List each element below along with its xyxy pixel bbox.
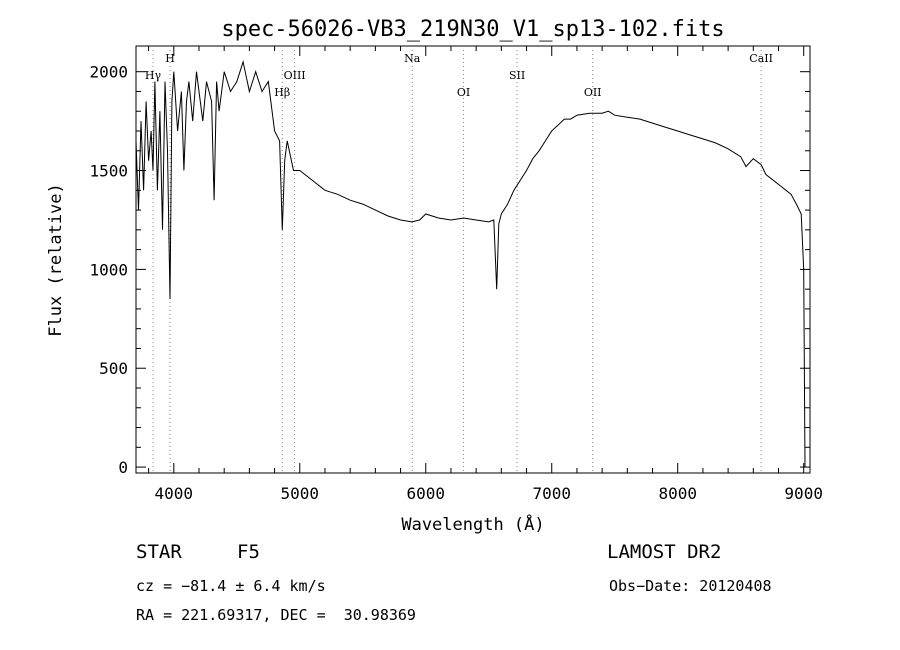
object-class: STAR bbox=[136, 541, 182, 563]
line-marker-label: SII bbox=[509, 69, 525, 82]
object-subclass: F5 bbox=[237, 541, 260, 563]
x-tick-label: 8000 bbox=[658, 484, 697, 503]
line-marker-label: OII bbox=[584, 86, 602, 99]
x-tick-label: 5000 bbox=[281, 484, 320, 503]
plot-frame bbox=[135, 45, 811, 474]
x-tick-label: 6000 bbox=[406, 484, 445, 503]
x-axis: 4000 5000 6000 7000 8000 9000 bbox=[148, 46, 823, 503]
redshift-cz: cz = −81.4 ± 6.4 km/s bbox=[136, 577, 326, 595]
line-marker-label: OI bbox=[457, 86, 470, 99]
spectrum-series-line bbox=[135, 59, 806, 468]
line-marker-label: CaII bbox=[749, 52, 773, 65]
line-marker-label: H bbox=[165, 52, 175, 65]
line-marker-label: Hγ bbox=[145, 69, 162, 82]
ra-dec-coords: RA = 221.69317, DEC = 30.98369 bbox=[136, 606, 416, 624]
y-tick-label: 1500 bbox=[89, 162, 128, 181]
x-tick-label: 9000 bbox=[784, 484, 823, 503]
y-axis: 0 500 1000 1500 2000 bbox=[89, 63, 810, 477]
obs-date: Obs−Date: 20120408 bbox=[609, 577, 772, 595]
line-marker-label: Hβ bbox=[274, 86, 290, 99]
y-tick-label: 1000 bbox=[89, 260, 128, 279]
line-marker-label: OIII bbox=[284, 69, 306, 82]
y-tick-label: 500 bbox=[99, 359, 128, 378]
emission-line-markers: HγH Hβ OIII Na OI SII OII CaII bbox=[145, 50, 773, 473]
line-marker-label: Na bbox=[404, 52, 421, 65]
y-axis-label: Flux (relative) bbox=[46, 183, 66, 337]
x-tick-label: 4000 bbox=[155, 484, 194, 503]
chart-title: spec-56026-VB3_219N30_V1_sp13-102.fits bbox=[221, 17, 724, 42]
y-tick-label: 0 bbox=[118, 458, 128, 477]
survey-label: LAMOST DR2 bbox=[607, 541, 722, 563]
x-axis-label: Wavelength (Å) bbox=[401, 513, 544, 535]
y-tick-label: 2000 bbox=[89, 63, 128, 82]
x-tick-label: 7000 bbox=[532, 484, 571, 503]
